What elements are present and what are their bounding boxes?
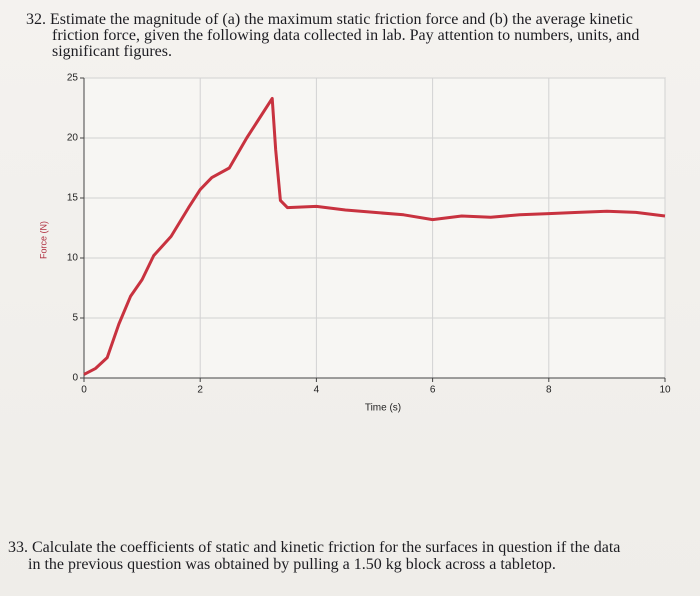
y-tick-label: 15 bbox=[67, 193, 79, 204]
plot-area bbox=[83, 77, 666, 379]
x-tick-label: 4 bbox=[314, 385, 320, 396]
question-line: significant figures. bbox=[52, 43, 172, 60]
y-tick-label: 0 bbox=[72, 373, 78, 384]
x-tick-label: 0 bbox=[81, 385, 87, 396]
y-axis-label: Force (N) bbox=[38, 221, 48, 259]
y-tick-label: 10 bbox=[67, 253, 79, 264]
x-tick-label: 6 bbox=[430, 385, 436, 396]
question-line: 33. Calculate the coefficients of static… bbox=[8, 539, 621, 556]
force-line bbox=[83, 96, 666, 376]
x-axis-label: Time (s) bbox=[365, 403, 401, 414]
x-tick-label: 2 bbox=[197, 385, 203, 396]
question-line: in the previous question was obtained by… bbox=[28, 556, 556, 573]
x-tick-label: 8 bbox=[546, 385, 552, 396]
y-tick-label: 5 bbox=[72, 313, 78, 324]
question-line: friction force, given the following data… bbox=[52, 27, 640, 44]
force-time-chart: Time (s) Force (N) 0 5 10 15 20 25 0 2 4 6 8 10 bbox=[38, 73, 671, 414]
y-tick-label: 20 bbox=[67, 133, 79, 144]
x-tick-label: 10 bbox=[659, 385, 671, 396]
question-line: 32. Estimate the magnitude of (a) the ma… bbox=[26, 11, 633, 28]
y-tick-label: 25 bbox=[67, 73, 79, 84]
